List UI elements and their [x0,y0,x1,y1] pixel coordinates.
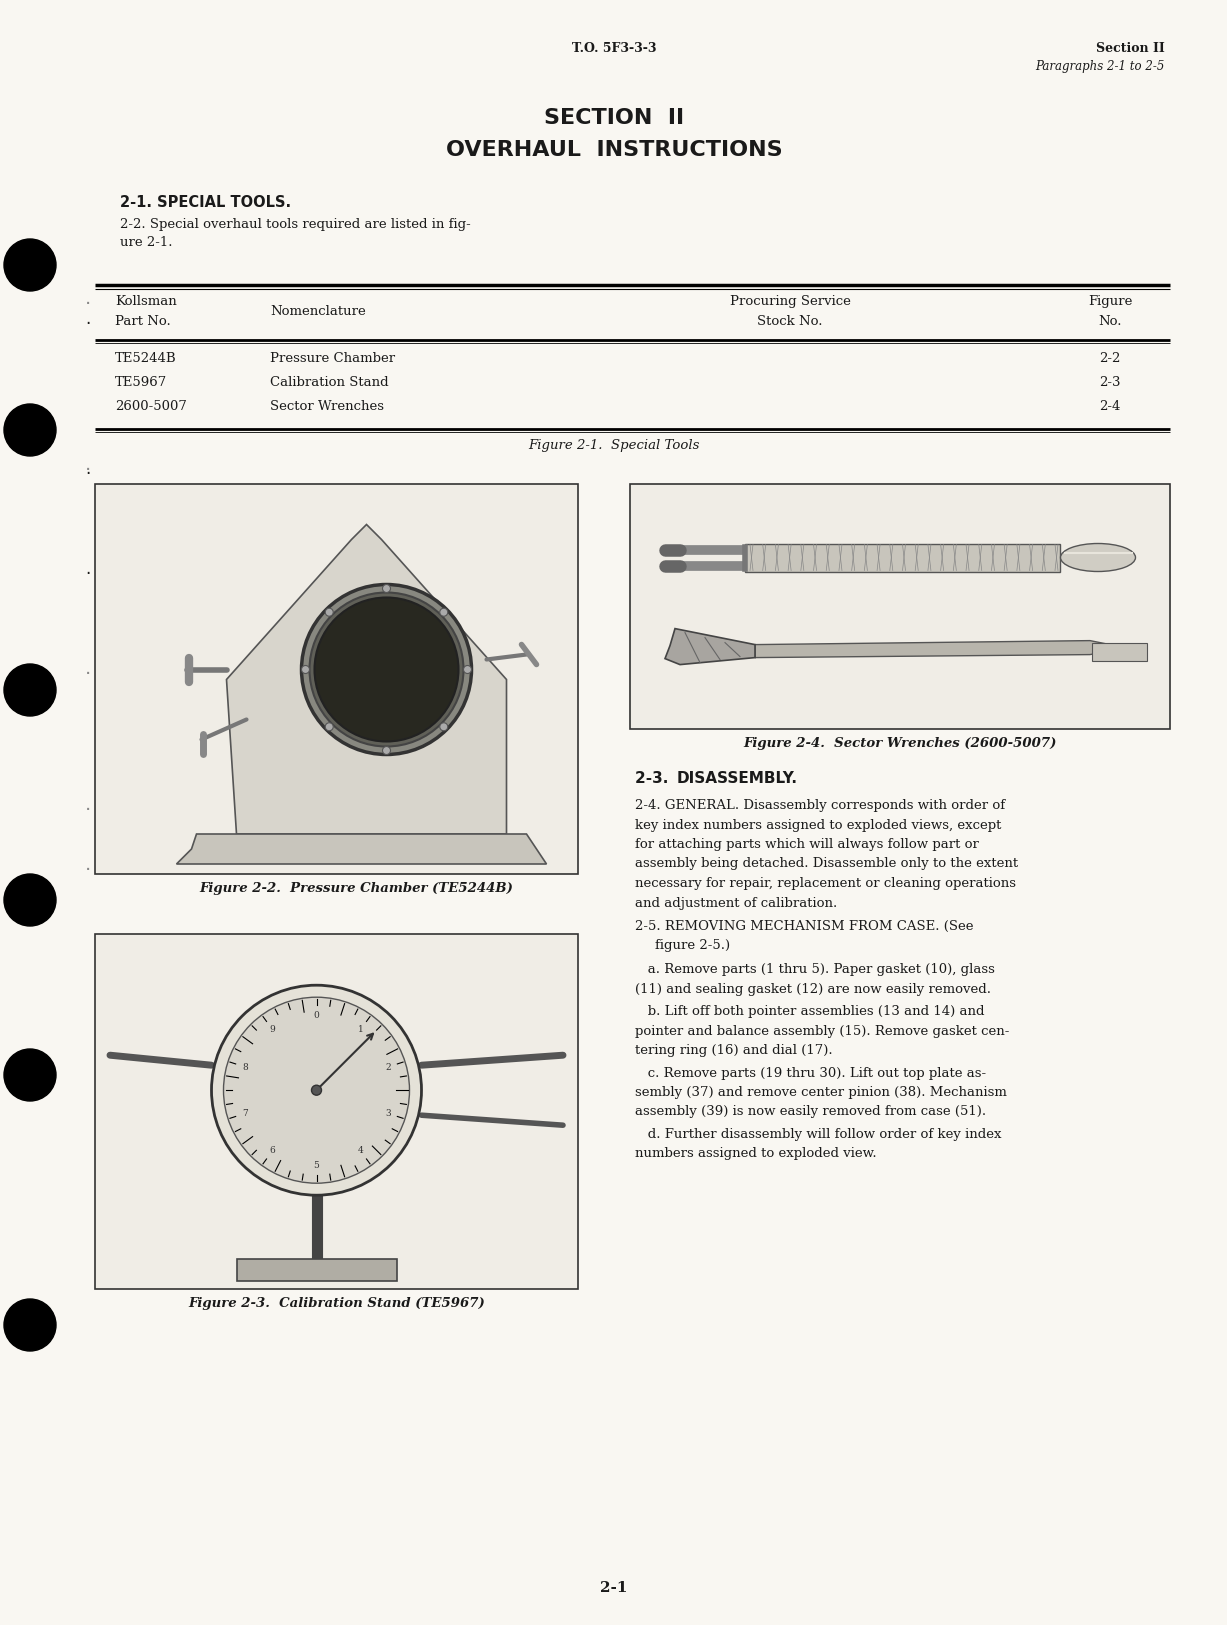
Ellipse shape [312,1086,321,1095]
Text: Section II: Section II [1096,42,1164,55]
Text: Figure: Figure [1088,296,1133,309]
Text: 2-4: 2-4 [1099,400,1120,413]
Text: 2-1. SPECIAL TOOLS.: 2-1. SPECIAL TOOLS. [120,195,291,210]
Polygon shape [755,640,1125,658]
Text: Figure 2-3.  Calibration Stand (TE5967): Figure 2-3. Calibration Stand (TE5967) [188,1297,485,1310]
Text: 7: 7 [242,1108,248,1118]
Text: Procuring Service: Procuring Service [730,296,850,309]
Ellipse shape [302,585,471,754]
Text: 2-2: 2-2 [1099,353,1120,366]
Text: ·: · [85,296,91,315]
Ellipse shape [4,874,56,926]
Polygon shape [665,629,755,665]
Polygon shape [227,525,507,834]
Text: TE5244B: TE5244B [115,353,177,366]
Text: OVERHAUL  INSTRUCTIONS: OVERHAUL INSTRUCTIONS [445,140,783,159]
Ellipse shape [383,585,390,593]
Text: tering ring (16) and dial (17).: tering ring (16) and dial (17). [636,1043,833,1056]
Text: ·: · [85,460,91,479]
Text: 9: 9 [270,1025,275,1034]
Bar [629,484,1171,730]
Text: 4: 4 [358,1146,363,1155]
Text: 5: 5 [314,1160,319,1170]
Ellipse shape [325,608,334,616]
Text: .: . [86,561,91,578]
Text: (11) and sealing gasket (12) are now easily removed.: (11) and sealing gasket (12) are now eas… [636,983,991,996]
Ellipse shape [4,1298,56,1350]
Text: DISASSEMBLY.: DISASSEMBLY. [677,770,798,786]
Text: 2-2. Special overhaul tools required are listed in fig-: 2-2. Special overhaul tools required are… [120,218,471,231]
Text: and adjustment of calibration.: and adjustment of calibration. [636,897,837,910]
Text: .: . [86,310,91,328]
Bar [745,543,1060,572]
Text: b. Lift off both pointer assemblies (13 and 14) and: b. Lift off both pointer assemblies (13 … [636,1004,984,1017]
Text: ure 2-1.: ure 2-1. [120,236,173,249]
Text: ·: · [85,861,91,879]
Text: 2600-5007: 2600-5007 [115,400,187,413]
Text: 8: 8 [242,1063,248,1071]
Text: SECTION  II: SECTION II [544,107,685,128]
Bar [94,934,578,1289]
Text: Nomenclature: Nomenclature [270,306,366,318]
Ellipse shape [314,598,459,741]
Text: figure 2-5.): figure 2-5.) [655,939,730,952]
Text: 2-1: 2-1 [600,1581,628,1596]
Text: Part No.: Part No. [115,315,171,328]
Text: Pressure Chamber: Pressure Chamber [270,353,395,366]
Text: Sector Wrenches: Sector Wrenches [270,400,384,413]
Text: ·: · [85,666,91,684]
Text: c. Remove parts (19 thru 30). Lift out top plate as-: c. Remove parts (19 thru 30). Lift out t… [636,1066,987,1079]
Ellipse shape [464,666,471,673]
Text: .: . [86,460,91,478]
Ellipse shape [4,1050,56,1102]
Text: sembly (37) and remove center pinion (38). Mechanism: sembly (37) and remove center pinion (38… [636,1086,1007,1098]
Ellipse shape [302,666,309,673]
Text: 2-5. REMOVING MECHANISM FROM CASE. (See: 2-5. REMOVING MECHANISM FROM CASE. (See [636,920,973,933]
Ellipse shape [4,239,56,291]
Text: Figure 2-2.  Pressure Chamber (TE5244B): Figure 2-2. Pressure Chamber (TE5244B) [200,882,513,895]
Polygon shape [177,834,546,864]
Ellipse shape [439,723,448,731]
Text: 1: 1 [358,1025,363,1034]
Text: Kollsman: Kollsman [115,296,177,309]
Bar [237,1259,396,1280]
Text: Calibration Stand: Calibration Stand [270,375,389,388]
Text: ·: · [85,801,91,819]
Text: Figure 2-1.  Special Tools: Figure 2-1. Special Tools [529,439,699,452]
Text: 6: 6 [270,1146,275,1155]
Text: key index numbers assigned to exploded views, except: key index numbers assigned to exploded v… [636,819,1001,832]
Text: 2-4. GENERAL. Disassembly corresponds with order of: 2-4. GENERAL. Disassembly corresponds wi… [636,800,1005,812]
Ellipse shape [4,665,56,717]
Text: Paragraphs 2-1 to 2-5: Paragraphs 2-1 to 2-5 [1036,60,1164,73]
Text: necessary for repair, replacement or cleaning operations: necessary for repair, replacement or cle… [636,878,1016,891]
Ellipse shape [4,405,56,457]
Text: 2: 2 [385,1063,390,1071]
Ellipse shape [325,723,334,731]
Text: TE5967: TE5967 [115,375,167,388]
Text: numbers assigned to exploded view.: numbers assigned to exploded view. [636,1147,876,1160]
Text: pointer and balance assembly (15). Remove gasket cen-: pointer and balance assembly (15). Remov… [636,1024,1010,1037]
Text: No.: No. [1098,315,1121,328]
Ellipse shape [223,998,410,1183]
Ellipse shape [439,608,448,616]
Text: 2-3.: 2-3. [636,770,674,786]
Ellipse shape [309,593,464,746]
Text: d. Further disassembly will follow order of key index: d. Further disassembly will follow order… [636,1128,1001,1141]
Text: Stock No.: Stock No. [757,315,823,328]
Ellipse shape [1060,543,1135,572]
Text: 2-3: 2-3 [1099,375,1120,388]
Text: T.O. 5F3-3-3: T.O. 5F3-3-3 [572,42,656,55]
Text: assembly (39) is now easily removed from case (51).: assembly (39) is now easily removed from… [636,1105,987,1118]
Bar [1092,642,1147,661]
Bar [94,484,578,874]
Text: 0: 0 [314,1011,319,1020]
Text: Figure 2-4.  Sector Wrenches (2600-5007): Figure 2-4. Sector Wrenches (2600-5007) [744,738,1056,751]
Text: assembly being detached. Disassemble only to the extent: assembly being detached. Disassemble onl… [636,858,1018,871]
Text: a. Remove parts (1 thru 5). Paper gasket (10), glass: a. Remove parts (1 thru 5). Paper gasket… [636,964,995,977]
Ellipse shape [211,985,422,1196]
Text: for attaching parts which will always follow part or: for attaching parts which will always fo… [636,838,979,852]
Text: 3: 3 [385,1108,390,1118]
Ellipse shape [383,746,390,754]
